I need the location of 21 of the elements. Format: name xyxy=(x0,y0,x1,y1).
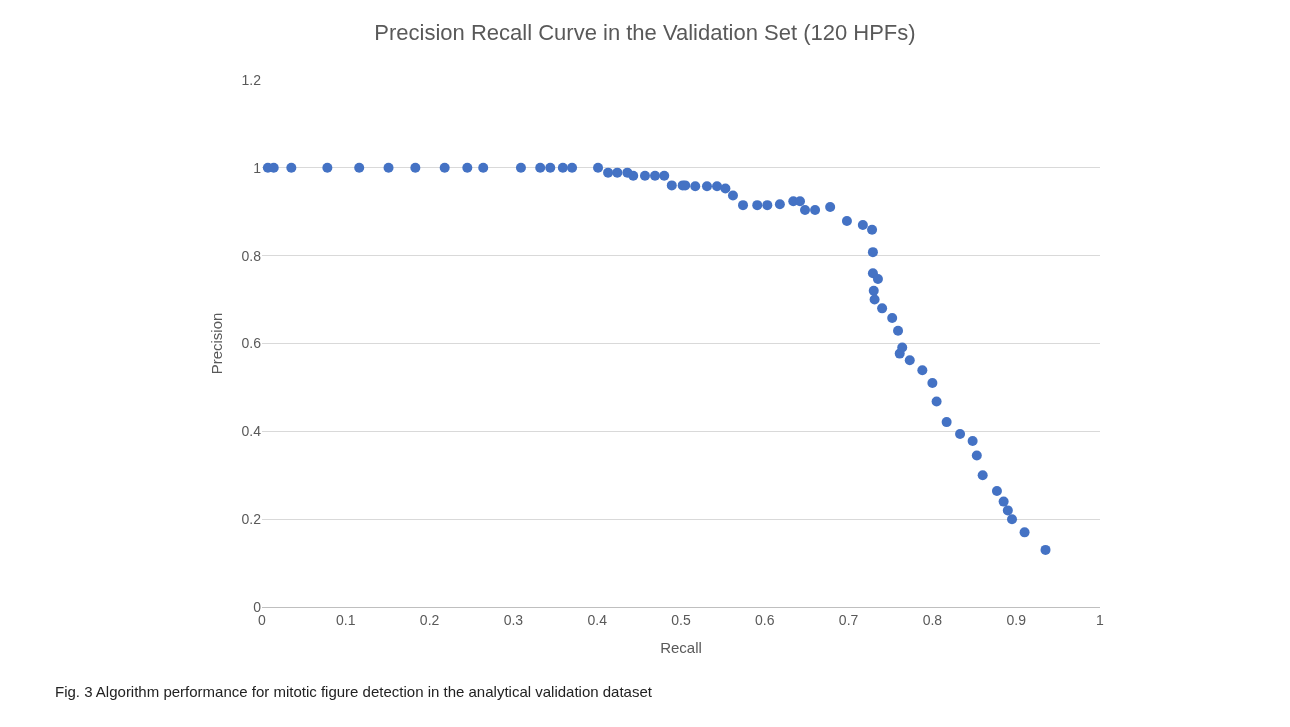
chart-title: Precision Recall Curve in the Validation Set (120 HPFs) xyxy=(374,20,916,45)
y-axis-title: Precision xyxy=(207,312,225,375)
x-tick-label: 0.2 xyxy=(419,611,440,628)
y-tick-label: 0.2 xyxy=(241,511,262,528)
y-tick-label: 0.4 xyxy=(241,423,262,440)
x-tick-label: 0.5 xyxy=(671,611,691,628)
x-tick-label: 0.9 xyxy=(1006,611,1027,628)
x-tick-label: 0.8 xyxy=(922,611,943,628)
x-tick-label: 0.3 xyxy=(503,611,524,628)
x-tick-label: 0.6 xyxy=(755,611,775,628)
y-tick-label: 1.2 xyxy=(241,71,262,88)
x-tick-label: 0.7 xyxy=(838,611,859,628)
y-tick-label: 1 xyxy=(253,159,262,176)
x-tick-label: 1 xyxy=(1096,611,1105,628)
x-tick-label: 0.1 xyxy=(336,611,356,628)
y-tick-label: 0 xyxy=(253,598,262,615)
y-tick-label: 0.8 xyxy=(241,247,262,264)
caption: Fig. 3 Algorithm performance for mitotic figure detection in the analytical validation dataset xyxy=(55,683,653,700)
y-tick-label: 0.6 xyxy=(241,335,262,352)
x-tick-label: 0.4 xyxy=(587,611,608,628)
x-axis-title: Recall xyxy=(660,638,702,656)
